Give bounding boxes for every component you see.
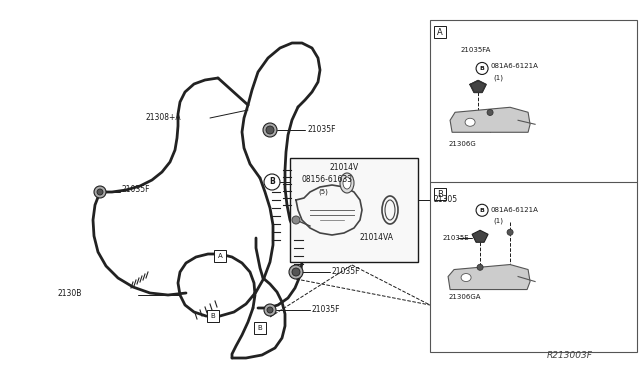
Bar [434,26,446,38]
Text: 08156-61633: 08156-61633 [302,176,353,185]
Ellipse shape [340,173,354,193]
Text: 21306G: 21306G [448,141,476,147]
Text: 21306GA: 21306GA [448,294,481,299]
Polygon shape [470,80,486,93]
Text: A: A [437,28,443,37]
Text: B: B [479,208,484,213]
Circle shape [289,265,303,279]
Circle shape [264,174,280,190]
Bar [430,20,637,352]
Text: B: B [211,313,216,319]
Polygon shape [472,230,488,242]
Bar [254,322,266,334]
Text: 21308+A: 21308+A [145,113,180,122]
Bar [207,310,219,322]
Circle shape [476,62,488,74]
Text: B: B [479,66,484,71]
Text: 2130B: 2130B [58,289,83,298]
Text: 21014V: 21014V [330,164,359,173]
Ellipse shape [465,118,475,126]
Text: (1): (1) [493,74,503,81]
Text: 21305: 21305 [434,196,458,205]
Bar [214,250,226,262]
Text: 21014VA: 21014VA [360,234,394,243]
Circle shape [94,186,106,198]
Ellipse shape [461,273,471,282]
Ellipse shape [343,177,351,189]
Text: 21035F: 21035F [307,125,335,135]
Text: B: B [269,177,275,186]
Bar [290,158,418,262]
Circle shape [97,189,103,195]
Circle shape [292,268,300,276]
Text: 081A6-6121A: 081A6-6121A [490,64,538,70]
Text: 21035E: 21035E [442,235,468,241]
Circle shape [292,216,300,224]
Bar [434,188,446,200]
Text: B: B [258,325,262,331]
Text: 21035F: 21035F [312,305,340,314]
Circle shape [487,109,493,115]
Circle shape [267,307,273,313]
Text: 21035F: 21035F [122,186,150,195]
Text: (5): (5) [318,189,328,195]
Text: A: A [218,253,222,259]
Circle shape [477,264,483,270]
Text: B: B [437,190,443,199]
Text: 21035F: 21035F [332,267,360,276]
Circle shape [263,123,277,137]
Polygon shape [448,264,530,289]
Text: R213003F: R213003F [547,350,593,359]
Circle shape [266,126,274,134]
Circle shape [476,204,488,216]
Text: 081A6-6121A: 081A6-6121A [490,207,538,213]
Ellipse shape [385,200,395,220]
Circle shape [507,229,513,235]
Polygon shape [450,107,530,132]
Text: 21035FA: 21035FA [460,48,490,54]
Circle shape [264,304,276,316]
Text: (1): (1) [493,217,503,224]
